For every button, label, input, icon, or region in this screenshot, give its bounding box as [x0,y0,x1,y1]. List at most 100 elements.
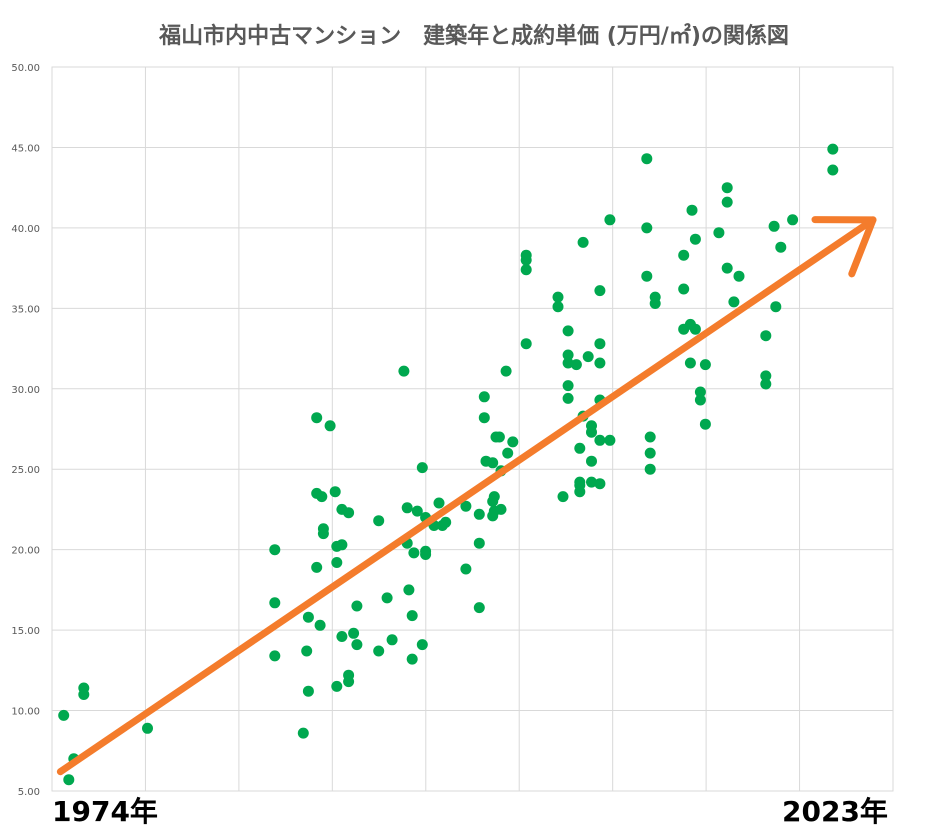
grid-lines [52,66,893,792]
data-point [713,227,725,239]
data-point [721,196,733,208]
data-point [594,478,606,490]
data-point [649,298,661,309]
data-point [552,301,564,313]
data-point [577,236,589,248]
y-tick-label: 45.00 [11,143,40,154]
data-point [827,164,839,176]
data-point [557,491,569,503]
data-point [500,365,512,377]
data-point [460,500,472,512]
data-point [570,359,582,371]
data-point [502,447,514,459]
data-point [684,357,696,369]
data-point [827,143,839,155]
data-point [314,619,326,631]
data-point [604,434,616,446]
y-tick-label: 15.00 [11,626,40,637]
y-tick-label: 40.00 [11,224,40,235]
data-point [460,563,472,575]
y-tick-label: 25.00 [11,465,40,476]
data-point [594,338,606,350]
data-point [586,455,597,467]
data-point [420,549,432,560]
y-axis-tick-labels: 5.00 10.00 15.00 20.00 25.00 30.00 35.00 40.00 4… [11,63,40,798]
data-point [644,463,656,475]
trend-arrow-shaft [56,216,877,776]
data-point [373,515,385,527]
data-point [316,491,328,503]
data-point [331,557,343,568]
trend-arrow-head [811,216,877,278]
data-point [58,709,70,721]
data-point [488,491,500,503]
data-point [694,386,706,398]
x-axis-start-label: 1974年 [52,795,158,828]
data-point [302,611,314,623]
data-point [604,214,616,226]
data-point [770,301,782,313]
data-point [63,774,75,786]
data-point [416,462,428,474]
data-point [398,365,410,377]
data-point [787,214,799,226]
data-point [78,689,90,700]
data-point [297,727,309,739]
data-point [728,296,740,308]
data-point [343,676,355,688]
data-point [343,507,355,519]
data-point [386,634,398,646]
data-point [269,650,281,662]
data-point [574,442,586,454]
data-point [440,516,452,528]
data-point [694,394,706,406]
data-point [520,338,532,350]
data-point [520,254,532,266]
data-point [562,392,574,404]
data-point [351,639,363,651]
data-point [406,610,418,622]
data-point [775,241,787,253]
data-point [495,503,507,515]
data-point [493,431,505,443]
data-point [329,486,341,498]
data-point [641,153,653,165]
plot-area [51,66,894,792]
y-tick-label: 35.00 [11,304,40,315]
data-point [324,420,336,432]
data-point [381,592,393,604]
data-point [562,357,574,369]
data-point [689,233,701,245]
data-point [473,537,485,549]
y-tick-label: 50.00 [11,63,40,74]
data-point [411,505,423,517]
data-point [641,222,653,234]
data-point [311,561,323,573]
data-point [317,528,329,540]
data-point [678,249,690,261]
data-point [336,539,348,551]
data-point [699,418,711,430]
data-point [586,476,597,488]
data-point [520,264,532,276]
data-point [594,285,606,297]
data-points [58,143,839,786]
data-point [562,325,574,337]
data-point [594,434,606,446]
data-point [408,547,420,559]
data-point [760,330,772,342]
data-point [348,627,360,639]
chart-title: 福山市内中古マンション 建築年と成約単価 (万円/㎡)の関係図 [159,24,789,49]
data-point [311,412,323,424]
data-point [686,204,698,216]
data-point [594,357,606,369]
data-point [269,544,281,556]
y-tick-label: 5.00 [18,787,40,798]
y-tick-label: 30.00 [11,385,40,396]
data-point [142,722,153,734]
data-point [678,283,690,295]
data-point [473,602,485,614]
data-point [433,497,445,509]
data-point [302,685,314,697]
